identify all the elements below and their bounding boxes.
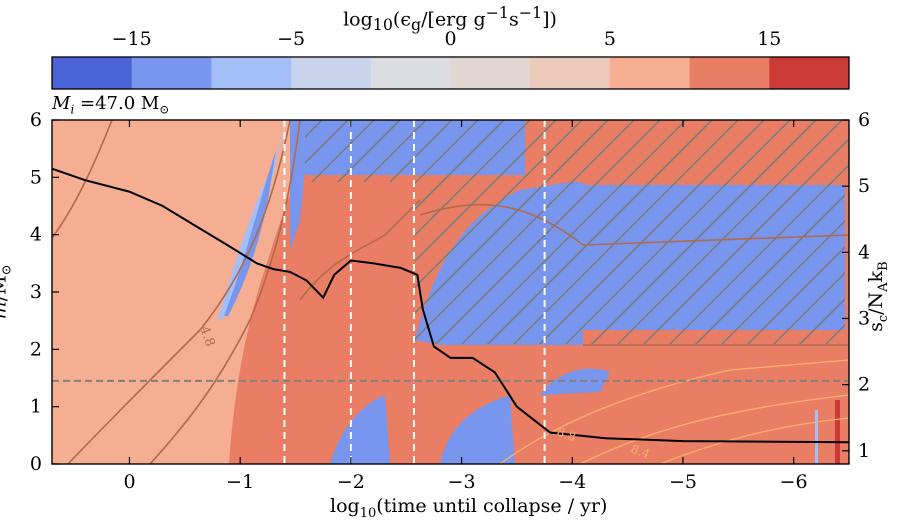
colorbar-tick-label: 0 <box>444 28 456 50</box>
y-tick-label: 4 <box>30 224 42 246</box>
region-cooling-low-c <box>540 368 610 395</box>
y-tick-label: 1 <box>30 396 42 418</box>
x-tick-label: −2 <box>337 471 365 493</box>
contour-line <box>299 199 421 301</box>
colorbar-swatch <box>689 57 770 89</box>
hatch-convective-top <box>305 120 849 182</box>
colorbar-tick-label: −5 <box>277 28 305 50</box>
y2-axis-label: sc/NAkB <box>865 261 891 332</box>
colorbar-label: log10(ϵg/[erg g−1s−1]) <box>343 3 557 35</box>
colorbar-swatch <box>211 57 292 89</box>
contour-label: 8.4 <box>629 442 652 462</box>
y2-tick-label: 1 <box>858 440 870 462</box>
region-hot-strip <box>835 400 840 464</box>
colorbar-swatch <box>131 57 212 89</box>
hatch-convective-core <box>415 182 845 344</box>
colorbar-swatch <box>370 57 451 89</box>
x-axis-label: log10(time until collapse / yr) <box>330 495 608 521</box>
y-tick-label: 3 <box>30 281 42 303</box>
colorbar-swatch <box>52 57 133 89</box>
region-cooling-b <box>224 150 276 316</box>
contour-lines-light <box>499 359 849 464</box>
x-tick-label: −3 <box>448 471 476 493</box>
x-tick-label: −5 <box>669 471 697 493</box>
annotation-sub: i <box>70 102 75 117</box>
colorbar-swatch <box>530 57 611 89</box>
annotation-value: =47.0 M <box>74 93 160 114</box>
contour-line <box>499 359 849 464</box>
region-cooling-low-b <box>440 395 515 464</box>
y2-tick-label: 2 <box>858 374 870 396</box>
annotation-symbol: M <box>52 93 71 114</box>
colorbar-frame <box>51 56 850 90</box>
x-tick-label: −4 <box>558 471 586 493</box>
colorbar-swatch <box>609 57 691 89</box>
y-tick-label: 6 <box>30 109 42 131</box>
y2-tick-label: 6 <box>858 109 870 131</box>
y2-tick-label: 5 <box>858 175 870 197</box>
y-axis-label: m/M⊙ <box>0 264 15 320</box>
colorbar-swatch <box>769 57 850 89</box>
phase-dashed-lines <box>283 120 546 464</box>
contour-label: 4.8 <box>196 324 217 349</box>
y-tick-label: 2 <box>30 338 42 360</box>
y2-tick-label: 4 <box>858 241 870 263</box>
y2-tick-label: 3 <box>858 307 870 329</box>
contour-line <box>659 417 849 464</box>
contour-line <box>67 120 291 464</box>
y-tick-label: 0 <box>30 453 42 475</box>
mass-annotation: Mi =47.0 M⊙ <box>52 93 169 117</box>
x-tick-label: −1 <box>226 471 254 493</box>
x-tick-label: 0 <box>123 471 135 493</box>
x-axis-ticks: 0 −1 −2 −3 −4 −5 −6 <box>123 120 808 493</box>
colorbar-ticks: −15 −5 0 5 15 <box>112 28 782 50</box>
contour-line <box>149 120 301 464</box>
colorbar-tick-label: 15 <box>757 28 781 50</box>
central-entropy-line <box>52 167 849 444</box>
x-tick-label: −6 <box>780 471 808 493</box>
colorbar-tick-label: −15 <box>112 28 152 50</box>
contour-line <box>419 203 849 246</box>
contour-lines <box>52 120 849 464</box>
colorbar <box>51 56 850 90</box>
colorbar-swatch <box>450 57 531 89</box>
y2-axis-ticks: 1 2 3 4 5 6 <box>842 109 870 462</box>
region-cooling-low-a <box>330 395 390 464</box>
annotation-solar: ⊙ <box>159 102 170 117</box>
plot-area: 4.8 8.4 8.8 <box>52 120 849 464</box>
y-axis-ticks: 0 1 2 3 4 5 6 <box>30 109 59 475</box>
contour-line <box>579 394 849 464</box>
region-right-edge <box>806 395 848 464</box>
region-cooling-a <box>218 125 285 320</box>
contour-line <box>52 120 113 239</box>
y-tick-label: 5 <box>30 166 42 188</box>
colorbar-tick-label: 5 <box>604 28 616 50</box>
colorbar-swatch <box>291 57 372 89</box>
contour-label: 8.8 <box>555 425 578 445</box>
region-cool-strip <box>815 410 818 464</box>
